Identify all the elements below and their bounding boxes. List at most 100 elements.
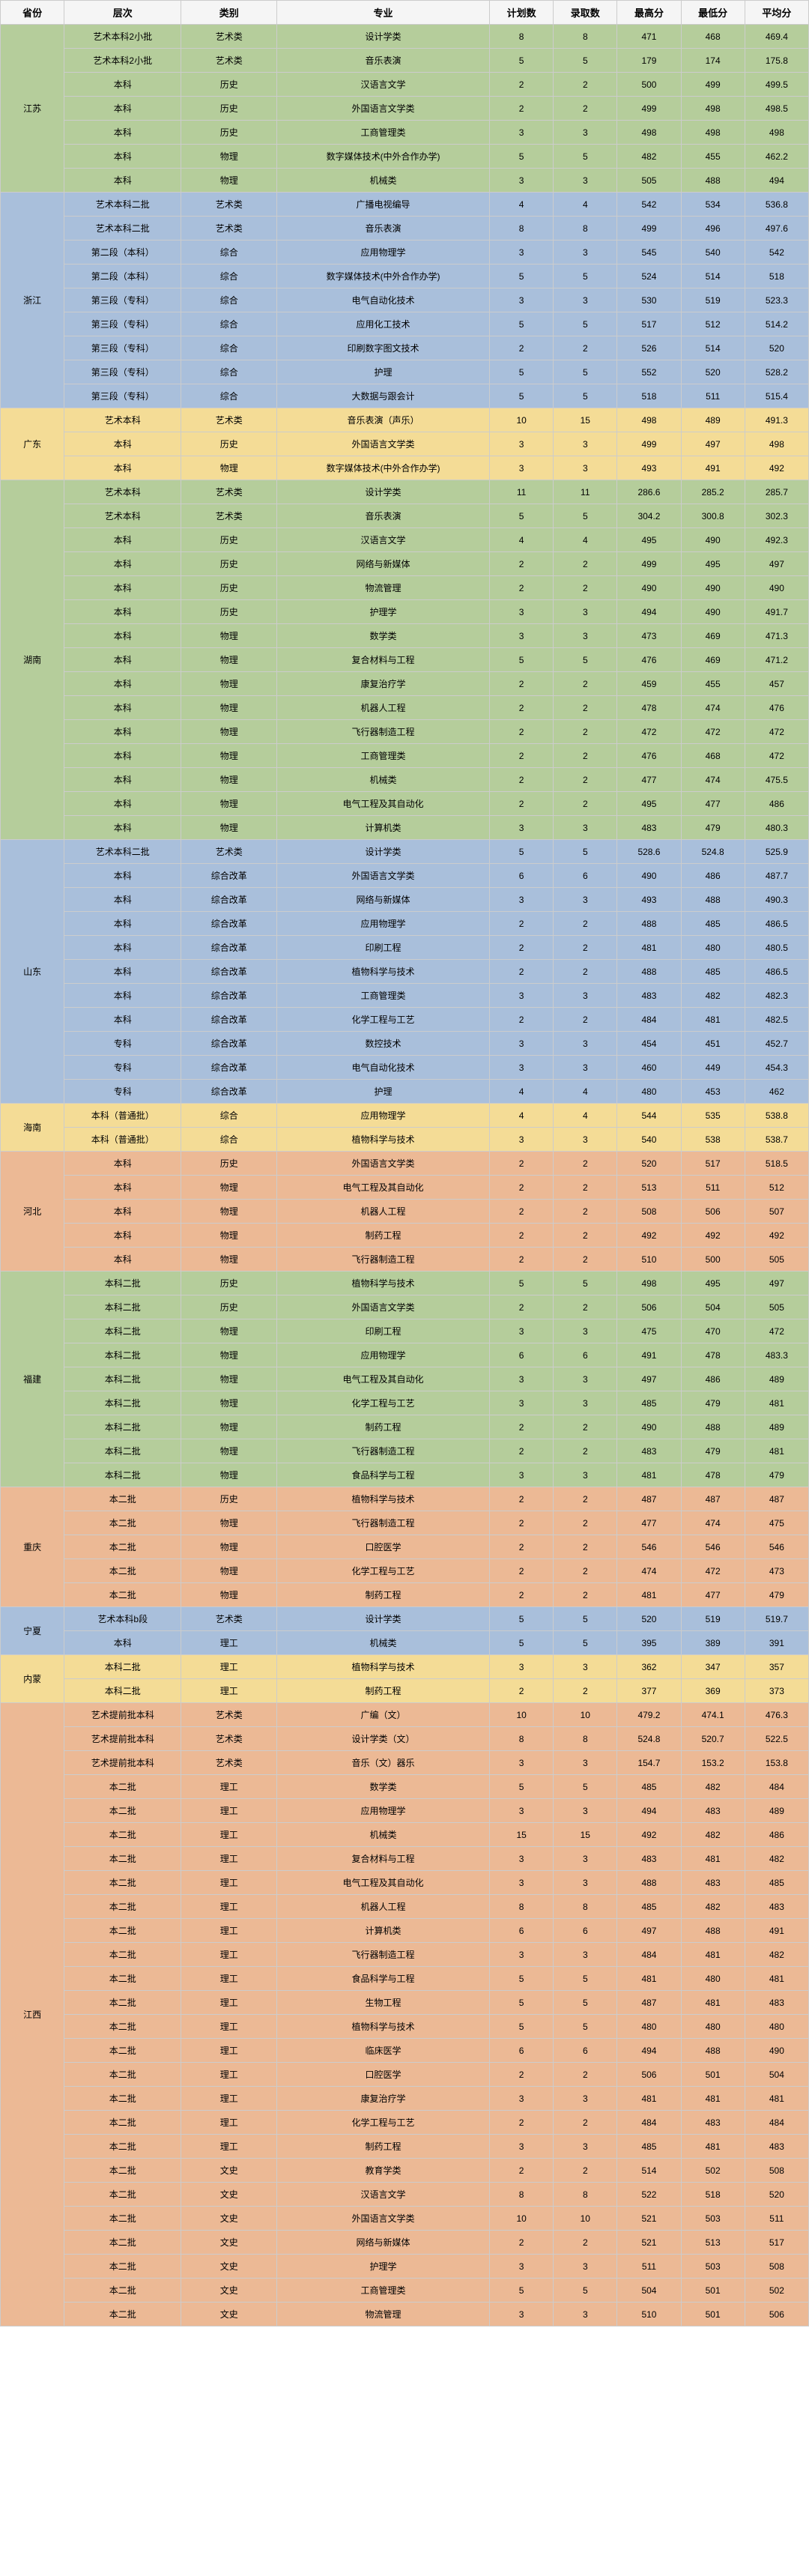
data-cell: 5 <box>490 384 554 408</box>
data-cell: 机械类 <box>277 768 490 792</box>
data-cell: 498 <box>681 97 745 121</box>
data-cell: 485 <box>617 1775 681 1799</box>
province-cell: 广东 <box>1 408 64 480</box>
data-cell: 4 <box>554 1080 617 1104</box>
data-cell: 530 <box>617 288 681 312</box>
province-cell: 内蒙 <box>1 1655 64 1703</box>
data-cell: 机械类 <box>277 1823 490 1847</box>
data-cell: 历史 <box>181 121 277 145</box>
data-cell: 第三段（专科） <box>64 288 181 312</box>
table-row: 艺术本科艺术类音乐表演55304.2300.8302.3 <box>1 504 809 528</box>
data-cell: 481 <box>617 1583 681 1607</box>
data-cell: 理工 <box>181 1943 277 1967</box>
data-cell: 3 <box>554 1391 617 1415</box>
table-row: 本科（普通批）综合植物科学与技术33540538538.7 <box>1 1128 809 1152</box>
data-cell: 植物科学与技术 <box>277 1272 490 1295</box>
table-row: 本科物理数字媒体技术(中外合作办学)33493491492 <box>1 456 809 480</box>
data-cell: 481 <box>681 1008 745 1032</box>
data-cell: 3 <box>490 1391 554 1415</box>
data-cell: 477 <box>617 768 681 792</box>
data-cell: 512 <box>681 312 745 336</box>
data-cell: 物流管理 <box>277 2303 490 2326</box>
data-cell: 494 <box>617 1799 681 1823</box>
data-cell: 538 <box>681 1128 745 1152</box>
data-cell: 481 <box>681 1847 745 1871</box>
data-cell: 472 <box>681 720 745 744</box>
header-row: 省份 层次 类别 专业 计划数 录取数 最高分 最低分 平均分 <box>1 1 809 25</box>
data-cell: 综合 <box>181 384 277 408</box>
data-cell: 本二批 <box>64 1559 181 1583</box>
table-row: 本科物理机器人工程22508506507 <box>1 1200 809 1224</box>
data-cell: 本科 <box>64 744 181 768</box>
data-cell: 500 <box>617 73 681 97</box>
data-cell: 5 <box>554 1272 617 1295</box>
data-cell: 476 <box>745 696 808 720</box>
data-cell: 第二段（本科） <box>64 241 181 264</box>
data-cell: 471 <box>617 25 681 49</box>
data-cell: 487 <box>745 1487 808 1511</box>
data-cell: 物流管理 <box>277 576 490 600</box>
data-cell: 音乐表演 <box>277 49 490 73</box>
data-cell: 应用化工技术 <box>277 312 490 336</box>
data-cell: 2 <box>554 1511 617 1535</box>
data-cell: 497 <box>745 552 808 576</box>
data-cell: 康复治疗学 <box>277 2087 490 2111</box>
data-cell: 501 <box>681 2303 745 2326</box>
data-cell: 482 <box>681 1895 745 1919</box>
data-cell: 2 <box>490 1008 554 1032</box>
data-cell: 474 <box>681 1511 745 1535</box>
data-cell: 物理 <box>181 672 277 696</box>
data-cell: 5 <box>554 360 617 384</box>
table-row: 本科物理康复治疗学22459455457 <box>1 672 809 696</box>
data-cell: 本科 <box>64 1200 181 1224</box>
data-cell: 物理 <box>181 145 277 169</box>
data-cell: 本二批 <box>64 1535 181 1559</box>
data-cell: 艺术本科二批 <box>64 840 181 864</box>
data-cell: 3 <box>490 816 554 840</box>
data-cell: 应用物理学 <box>277 912 490 936</box>
data-cell: 487.7 <box>745 864 808 888</box>
data-cell: 2 <box>490 336 554 360</box>
data-cell: 8 <box>490 217 554 241</box>
data-cell: 482 <box>745 1943 808 1967</box>
data-cell: 2 <box>554 960 617 984</box>
data-cell: 491.3 <box>745 408 808 432</box>
data-cell: 518 <box>617 384 681 408</box>
data-cell: 食品科学与工程 <box>277 1967 490 1991</box>
data-cell: 2 <box>554 696 617 720</box>
data-cell: 492 <box>617 1224 681 1248</box>
data-cell: 物理 <box>181 1463 277 1487</box>
data-cell: 物理 <box>181 1200 277 1224</box>
data-cell: 502 <box>745 2279 808 2303</box>
data-cell: 康复治疗学 <box>277 672 490 696</box>
data-cell: 520 <box>745 2183 808 2207</box>
data-cell: 化学工程与工艺 <box>277 1008 490 1032</box>
data-cell: 2 <box>490 97 554 121</box>
data-cell: 文史 <box>181 2183 277 2207</box>
data-cell: 481 <box>745 2087 808 2111</box>
data-cell: 本科 <box>64 984 181 1008</box>
data-cell: 本科 <box>64 1152 181 1176</box>
data-cell: 490 <box>681 576 745 600</box>
data-cell: 8 <box>554 1895 617 1919</box>
data-cell: 484 <box>617 1008 681 1032</box>
data-cell: 综合改革 <box>181 960 277 984</box>
data-cell: 490 <box>681 600 745 624</box>
province-cell: 江苏 <box>1 25 64 193</box>
data-cell: 491.7 <box>745 600 808 624</box>
data-cell: 477 <box>681 1583 745 1607</box>
data-cell: 3 <box>490 2087 554 2111</box>
data-cell: 497 <box>617 1367 681 1391</box>
data-cell: 物理 <box>181 768 277 792</box>
data-cell: 物理 <box>181 648 277 672</box>
data-cell: 521 <box>617 2207 681 2231</box>
header-plan: 计划数 <box>490 1 554 25</box>
table-row: 本二批理工数学类55485482484 <box>1 1775 809 1799</box>
table-row: 艺术本科2小批艺术类音乐表演55179174175.8 <box>1 49 809 73</box>
data-cell: 历史 <box>181 528 277 552</box>
data-cell: 472 <box>617 720 681 744</box>
data-cell: 478 <box>681 1343 745 1367</box>
data-cell: 479 <box>745 1463 808 1487</box>
data-cell: 汉语言文学 <box>277 73 490 97</box>
data-cell: 第二段（本科） <box>64 264 181 288</box>
